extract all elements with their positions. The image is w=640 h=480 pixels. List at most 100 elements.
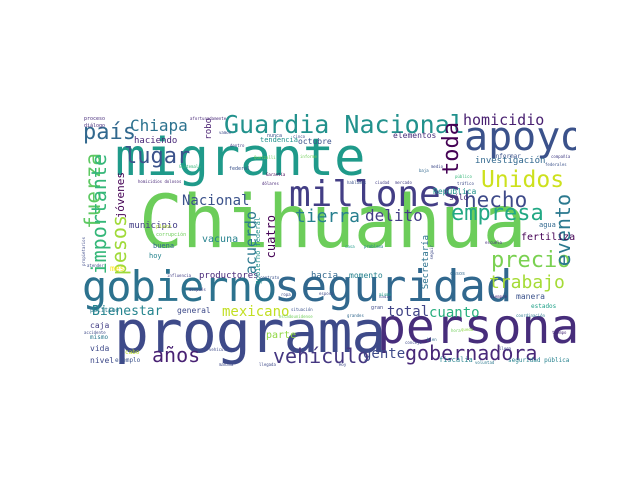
word-total: total [387, 304, 430, 320]
word-gran: gran [371, 305, 384, 311]
word-tiempo: tiempo [552, 330, 567, 335]
word-siempre: siempre [490, 294, 507, 299]
word-vehiculo: vehículo [273, 344, 370, 368]
word-hoy-2: Hoy [339, 362, 347, 367]
word-manana: mañana [219, 362, 234, 367]
word-fiscalia: fiscalía [439, 356, 473, 364]
word-lugar: lugar [124, 144, 191, 169]
word-influencia: influencia [167, 273, 192, 278]
word-robo: robo [204, 118, 214, 140]
word-garantia: Garantía [266, 172, 286, 177]
word-vehiculos: vehículos [209, 347, 231, 352]
word-unidos: Unidos [481, 167, 565, 193]
word-llega: llega [499, 346, 512, 351]
word-contrato: contrato [260, 275, 280, 280]
word-tierra: tierra [295, 206, 361, 227]
word-voluntad: voluntad [475, 360, 495, 365]
word-toda: toda [439, 122, 464, 175]
word-agua: agua [539, 221, 556, 229]
word-grandes: grandes [347, 313, 364, 318]
word-delito: delito [365, 206, 423, 225]
word-gente: gente [363, 346, 406, 362]
word-gobernadora: gobernadora [405, 341, 538, 365]
word-caja: caja [90, 321, 110, 330]
word-hoy: hoy [149, 252, 162, 260]
word-llegada: llegada [259, 362, 276, 367]
word-bien: bien [427, 337, 437, 342]
word-mercado: mercado [395, 180, 412, 185]
word-ciudad: ciudad [375, 180, 390, 185]
word-hablamos: hablamos [347, 180, 367, 185]
word-baja: baja [419, 168, 429, 173]
word-parte: parte [266, 330, 297, 341]
word-afortunadamente: afortunadamente [190, 116, 227, 121]
word-escuela: escuela [485, 240, 502, 245]
word-seguridad-publica: seguridad pública [508, 357, 570, 364]
word-empresa: empresa [451, 201, 544, 226]
word-secretaria: Secretaría [421, 235, 431, 290]
word-plazo: plazo [156, 224, 172, 230]
word-cinco: cinco [293, 134, 306, 139]
word-seguridad: seguridad [274, 261, 513, 312]
word-estados: estados [531, 303, 557, 310]
word-mes: mes [110, 264, 125, 273]
word-fertilizante: fertilizante [521, 232, 576, 243]
word-coordinacion: coordinación [516, 313, 545, 318]
word-despues: después [189, 287, 206, 292]
word-pais: país [83, 120, 136, 145]
word-estadounidense: estadounidense [279, 314, 313, 319]
word-municipio: municipio [129, 221, 178, 231]
word-millones: millones [289, 174, 463, 215]
word-ropa: ropa [281, 292, 291, 297]
word-corrupcion: corrupción [156, 232, 187, 238]
word-nacional: Nacional [182, 193, 250, 209]
word-guatemala: Guatemala [179, 164, 201, 169]
word-mexicano: mexicano [222, 304, 290, 320]
word-mismo: mismo [90, 334, 109, 341]
word-republica: República [433, 187, 477, 196]
word-persona: persona [377, 299, 576, 355]
word-nunca: nunca [267, 133, 283, 139]
word-hora: hora [451, 328, 461, 333]
word-esposa: esposa [319, 291, 334, 296]
word-casa: casa [345, 244, 355, 249]
word-cuanto: cuanto [429, 305, 480, 321]
word-jovenes: jóvenes [114, 172, 127, 219]
word-medio: medio [431, 164, 444, 169]
word-seguir: seguir [429, 245, 434, 260]
word-anos: años [152, 343, 201, 367]
word-dolares: dólares [262, 181, 279, 186]
word-propietarios: propietarios [81, 237, 86, 266]
word-situacion: situación [291, 307, 313, 312]
word-dentro: dentro [230, 143, 245, 148]
word-precio: precio [491, 248, 571, 273]
word-homicidio: homicidio [463, 111, 545, 129]
word-mismo-2: mismo [379, 292, 392, 297]
word-vida: vida [90, 344, 110, 353]
word-solo: sólo [449, 193, 469, 202]
word-federales: federales [545, 162, 567, 167]
word-programa: programa [114, 298, 386, 366]
word-chihuahua: Chihuahua [139, 180, 527, 265]
word-politico: político [90, 307, 119, 314]
word-problema: problema [364, 244, 384, 249]
word-compania: compañía [551, 154, 571, 159]
word-homicidios-dolosos: homicidios dolosos [138, 179, 182, 184]
word-informe: informe [300, 154, 317, 159]
word-guardia-nacional: Guardia Nacional [224, 110, 465, 139]
word-trabajo: trabajo [489, 272, 565, 293]
word-trafico: tráfico [457, 181, 474, 186]
word-hecho: hecho [464, 188, 528, 212]
word-dialogo: diálogo [84, 123, 106, 129]
word-manera: manera [516, 292, 545, 301]
word-investigacion: investigación [475, 156, 546, 166]
word-buena: buena [153, 242, 175, 250]
word-concejo: concejo [405, 340, 422, 345]
word-elementos: elementos [393, 131, 437, 140]
word-momento: momento [349, 271, 383, 280]
word-informar: informar [492, 153, 521, 160]
word-bienestar: Bienestar [92, 304, 163, 319]
word-nivel: nivel [90, 356, 115, 365]
word-vamos: vamos [219, 130, 232, 135]
word-productores: productores [199, 271, 259, 281]
